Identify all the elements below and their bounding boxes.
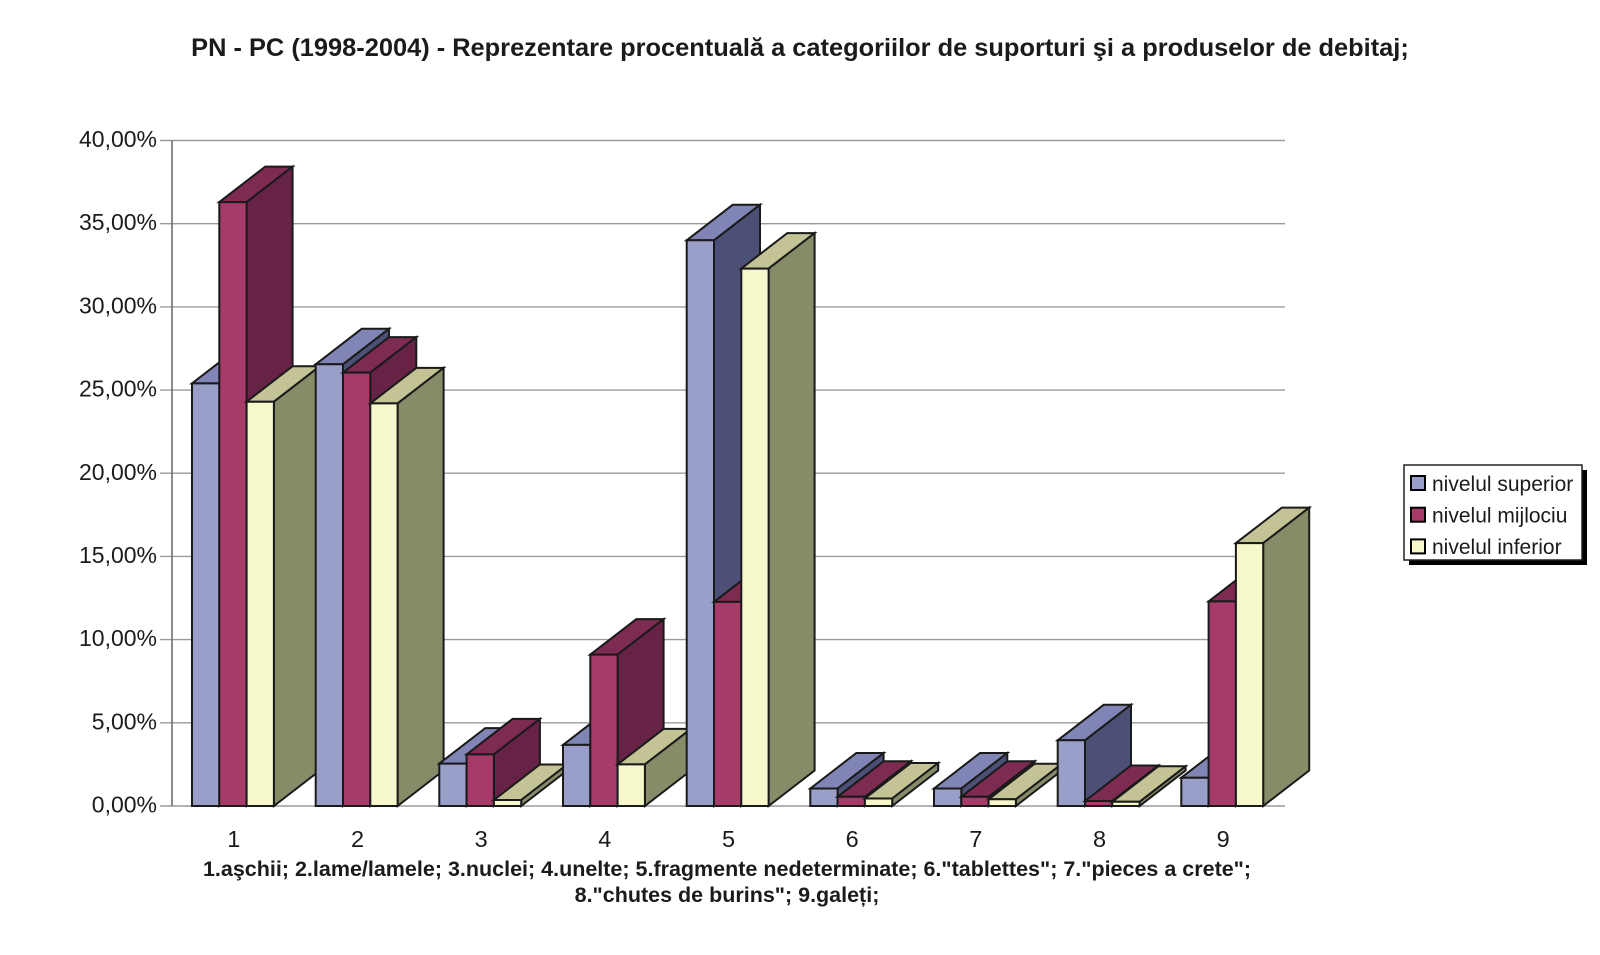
svg-text:3: 3 — [475, 826, 488, 852]
svg-text:8: 8 — [1093, 826, 1106, 852]
svg-text:6: 6 — [846, 826, 859, 852]
svg-text:7: 7 — [969, 826, 982, 852]
svg-text:nivelul inferior: nivelul inferior — [1432, 536, 1562, 559]
svg-text:8."chutes de burins"; 9.galeți: 8."chutes de burins"; 9.galeți; — [575, 883, 880, 907]
svg-text:30,00%: 30,00% — [79, 292, 157, 318]
svg-text:20,00%: 20,00% — [79, 459, 157, 485]
svg-text:4: 4 — [598, 826, 611, 852]
svg-text:9: 9 — [1217, 826, 1230, 852]
svg-text:5: 5 — [722, 826, 735, 852]
svg-text:10,00%: 10,00% — [79, 625, 157, 651]
svg-text:nivelul mijlociu: nivelul mijlociu — [1432, 505, 1567, 528]
svg-text:PN - PC (1998-2004) - Reprezen: PN - PC (1998-2004) - Reprezentare proce… — [191, 34, 1409, 62]
svg-text:15,00%: 15,00% — [79, 542, 157, 568]
svg-text:35,00%: 35,00% — [79, 209, 157, 235]
svg-text:1.aşchii; 2.lame/lamele; 3.nuc: 1.aşchii; 2.lame/lamele; 3.nuclei; 4.une… — [203, 857, 1251, 881]
svg-text:40,00%: 40,00% — [79, 126, 157, 152]
svg-text:5,00%: 5,00% — [92, 708, 157, 734]
svg-text:2: 2 — [351, 826, 364, 852]
svg-text:0,00%: 0,00% — [92, 792, 157, 818]
svg-text:1: 1 — [227, 826, 240, 852]
svg-text:25,00%: 25,00% — [79, 376, 157, 402]
svg-text:nivelul superior: nivelul superior — [1432, 473, 1573, 496]
